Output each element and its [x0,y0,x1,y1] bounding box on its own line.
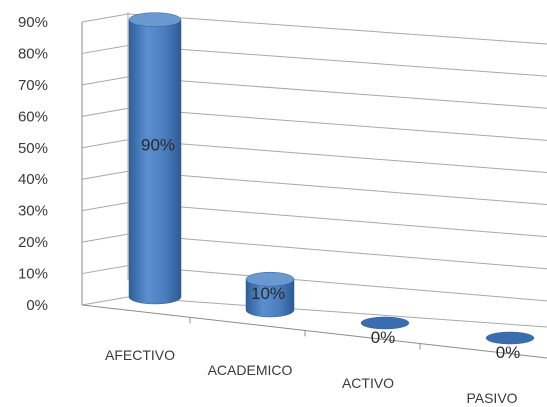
gridline-connector [81,76,129,86]
y-tick-label: 50% [18,140,48,157]
gridline [127,76,547,109]
floor-back-edge [127,296,547,328]
bar-cylinder-top [485,331,535,345]
data-label: 10% [251,284,285,303]
gridline [127,265,547,302]
y-axis-tick-labels: 0% 10% 20% 30% 40% 50% 60% 70% 80% 90% [18,14,48,314]
bar-cylinder-top [128,12,182,27]
bar-cylinder-top [360,316,410,330]
gridline [127,233,547,270]
gridline-connector [81,13,129,23]
y-tick-label: 60% [18,108,48,125]
data-label: 0% [371,328,396,347]
gridline [127,139,547,173]
gridline-connector [81,202,129,212]
x-category-label: ACADEMICO [208,362,293,378]
gridline-connector [81,296,129,306]
bar-cylinder-top [245,271,295,287]
x-axis-category-labels: AFECTIVO ACADEMICO ACTIVO PASIVO [105,347,518,406]
y-tick-label: 20% [18,234,48,251]
y-tick-label: 70% [18,77,48,94]
x-category-label: AFECTIVO [105,347,175,363]
gridlines [81,13,547,306]
gridline [127,170,547,206]
y-tick-label: 40% [18,171,48,188]
y-tick-label: 10% [18,266,48,283]
gridline [127,44,547,77]
y-tick-label: 30% [18,203,48,220]
gridline [127,107,547,141]
x-axis-line [81,304,547,359]
data-label: 90% [141,135,175,154]
y-tick-label: 80% [18,45,48,62]
data-label: 0% [496,343,521,362]
gridline-connector [81,233,129,243]
x-category-label: PASIVO [466,390,517,406]
bars [128,12,535,345]
gridline-connector [81,170,129,180]
gridline-connector [81,265,129,275]
axes [81,12,547,359]
gridline [127,202,547,238]
bar-cylinder-body [245,278,295,318]
gridline-connector [81,139,129,149]
bar-cylinder-body [128,19,182,305]
x-category-label: ACTIVO [342,375,394,391]
y-tick-label: 0% [26,297,48,314]
y-tick-label: 90% [18,14,48,31]
gridline-connector [81,44,129,54]
gridline [127,13,547,45]
data-labels: 90% 10% 0% 0% [141,135,520,362]
gridline-connector [81,107,129,117]
